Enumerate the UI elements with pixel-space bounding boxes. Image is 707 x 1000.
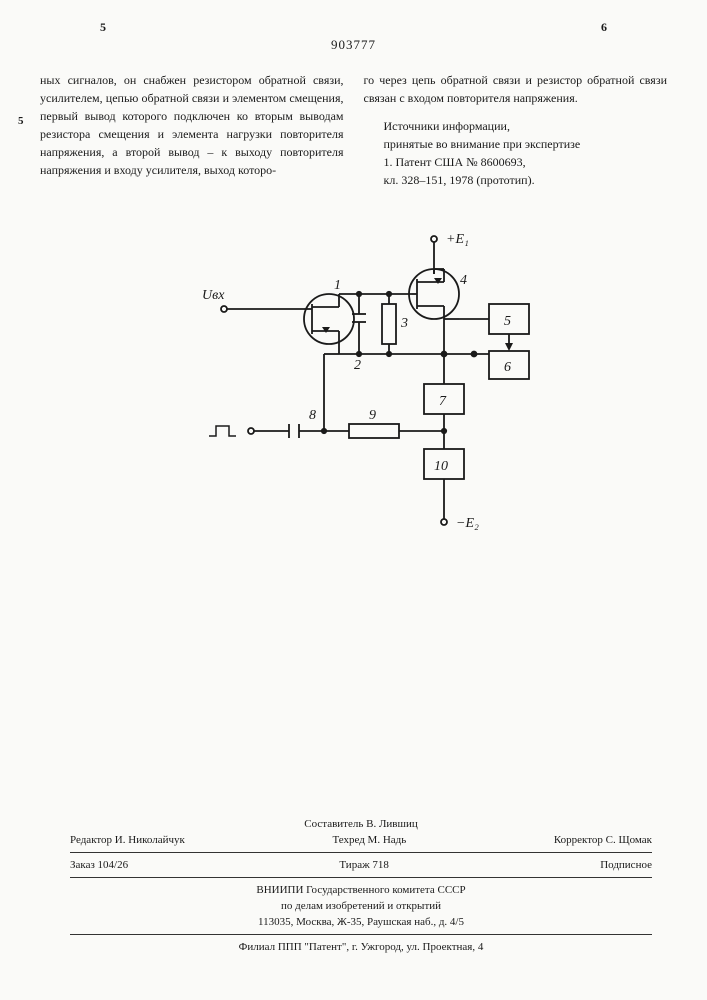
editor-name: Редактор И. Николайчук — [70, 834, 185, 846]
order-number: Заказ 104/26 — [70, 859, 128, 871]
techred-name: Техред М. Надь — [332, 834, 406, 846]
label-2: 2 — [354, 358, 361, 373]
body-text-left: ных сигналов, он снабжен резистором обра… — [40, 73, 344, 177]
order-row: Заказ 104/26 Тираж 718 Подписное — [70, 857, 652, 873]
tirage: Тираж 718 — [339, 859, 389, 871]
body-text-right-2: Источники информации, принятые во вниман… — [364, 117, 668, 189]
compiler-line: Составитель В. Лившиц — [70, 818, 652, 832]
footer-block: Составитель В. Лившиц Редактор И. Никола… — [70, 818, 652, 955]
body-text-right-1: го через цепь обратной связи и резистор … — [364, 71, 668, 107]
page-col-left: 5 — [100, 20, 106, 35]
text-columns: ных сигналов, он снабжен резистором обра… — [40, 71, 667, 189]
label-uin: Uвх — [202, 288, 225, 303]
column-left: ных сигналов, он снабжен резистором обра… — [40, 71, 344, 189]
label-7: 7 — [439, 394, 447, 409]
page: 5 6 903777 5 ных сигналов, он снабжен ре… — [0, 0, 707, 1000]
column-right: го через цепь обратной связи и резистор … — [364, 71, 668, 189]
address-line: 113035, Москва, Ж-35, Раушская наб., д. … — [70, 914, 652, 930]
corrector-name: Корректор С. Щомак — [554, 834, 652, 846]
label-e1: +E₁ — [446, 232, 469, 247]
org-line-2: по делам изобретений и открытий — [70, 898, 652, 914]
branch-line: Филиал ППП "Патент", г. Ужгород, ул. Про… — [70, 939, 652, 955]
label-10: 10 — [434, 459, 448, 474]
label-5: 5 — [504, 314, 511, 329]
label-6: 6 — [504, 360, 511, 375]
label-8: 8 — [309, 408, 316, 423]
label-3: 3 — [400, 316, 408, 331]
label-1: 1 — [334, 278, 341, 293]
page-col-right: 6 — [601, 20, 607, 35]
credits-row: Редактор И. Николайчук Техред М. Надь Ко… — [70, 832, 652, 848]
circuit-diagram: +E₁ Uвх 1 — [40, 219, 667, 604]
document-number: 903777 — [40, 37, 667, 53]
header-numbers: 5 6 — [40, 20, 667, 35]
circuit-svg: +E₁ Uвх 1 — [194, 219, 574, 599]
subscription: Подписное — [600, 859, 652, 871]
margin-line-number: 5 — [18, 115, 24, 127]
label-4: 4 — [460, 273, 467, 288]
label-9: 9 — [369, 408, 376, 423]
label-e2: −E₂ — [456, 516, 479, 531]
org-line-1: ВНИИПИ Государственного комитета СССР — [70, 882, 652, 898]
